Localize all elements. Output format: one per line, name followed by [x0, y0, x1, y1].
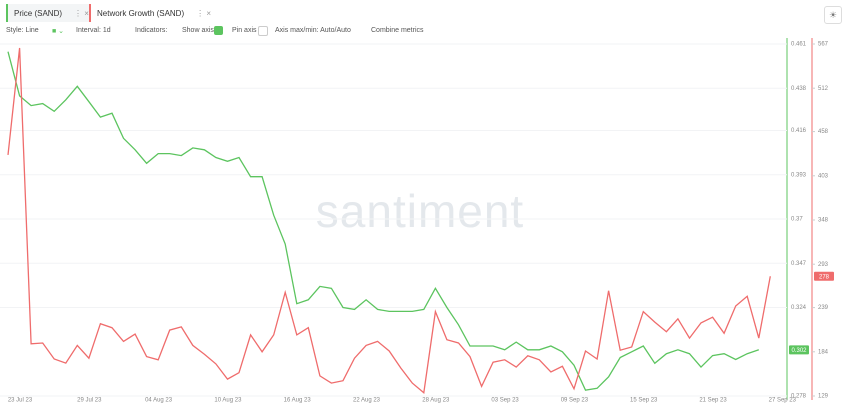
- x-tick-label: 10 Aug 23: [214, 398, 242, 404]
- y-tick-label: 0.324: [791, 305, 807, 311]
- pin-axis-toggle[interactable]: Pin axis: [232, 27, 257, 34]
- y-tick-label: 0.393: [791, 172, 807, 178]
- y-tick-label: 0.416: [791, 128, 807, 134]
- tab-menu[interactable]: ⋮ ×: [74, 8, 89, 18]
- value-badge: [789, 345, 809, 355]
- x-tick-label: 03 Sep 23: [491, 398, 519, 404]
- pin-axis-checkbox[interactable]: [258, 26, 268, 36]
- x-tick-label: 27 Sep 23: [769, 398, 797, 404]
- y2-tick-label: 458: [818, 129, 829, 135]
- x-tick-label: 04 Aug 23: [145, 398, 173, 404]
- indicators-select[interactable]: Indicators:: [135, 27, 168, 34]
- tab-menu[interactable]: ⋮ ×: [196, 8, 212, 18]
- tab-label: Network Growth (SAND): [97, 8, 185, 18]
- y-tick-label: 0.438: [791, 86, 807, 92]
- series-line: [7, 47, 771, 395]
- metric-tab[interactable]: Price (SAND) ⋮ ×: [6, 4, 95, 22]
- x-tick-label: 21 Sep 23: [699, 398, 727, 404]
- x-tick-label: 28 Aug 23: [422, 398, 450, 404]
- y-tick-label: 0.278: [791, 394, 807, 400]
- y2-tick-label: 129: [818, 394, 829, 400]
- watermark: santiment: [316, 185, 524, 237]
- show-axis-toggle[interactable]: Show axis: [182, 27, 214, 34]
- x-tick-label: 09 Sep 23: [561, 398, 589, 404]
- y2-tick-label: 512: [818, 86, 829, 92]
- metric-tab[interactable]: Network Growth (SAND) ⋮ ×: [89, 4, 218, 22]
- x-tick-label: 15 Sep 23: [630, 398, 658, 404]
- value-badge-label: 0.302: [791, 348, 807, 354]
- y2-tick-label: 403: [818, 173, 829, 179]
- y2-tick-label: 567: [818, 42, 829, 48]
- y-tick-label: 0.347: [791, 261, 807, 267]
- x-tick-label: 16 Aug 23: [284, 398, 312, 404]
- y2-tick-label: 293: [818, 262, 829, 268]
- series-line: [7, 51, 760, 391]
- show-axis-checkbox[interactable]: [214, 26, 223, 35]
- value-badge: [814, 271, 834, 281]
- y2-tick-label: 348: [818, 218, 829, 224]
- y2-tick-label: 184: [818, 349, 829, 355]
- y2-tick-label: 239: [818, 305, 829, 311]
- combine-metrics[interactable]: Combine metrics: [371, 27, 424, 34]
- y-tick-label: 0.37: [791, 217, 803, 223]
- y-tick-label: 0.461: [791, 42, 807, 48]
- color-select[interactable]: ■ ⌄: [52, 28, 65, 35]
- x-tick-label: 29 Jul 23: [77, 398, 102, 404]
- style-select[interactable]: Style: Line: [6, 27, 39, 34]
- value-badge-label: 278: [819, 274, 830, 280]
- x-tick-label: 22 Aug 23: [353, 398, 381, 404]
- theme-button[interactable]: ☀: [824, 6, 842, 24]
- interval-select[interactable]: Interval: 1d: [76, 27, 111, 34]
- x-tick-label: 23 Jul 23: [8, 398, 33, 404]
- axis-range-select[interactable]: Axis max/min: Auto/Auto: [275, 27, 351, 34]
- tab-label: Price (SAND): [14, 8, 63, 18]
